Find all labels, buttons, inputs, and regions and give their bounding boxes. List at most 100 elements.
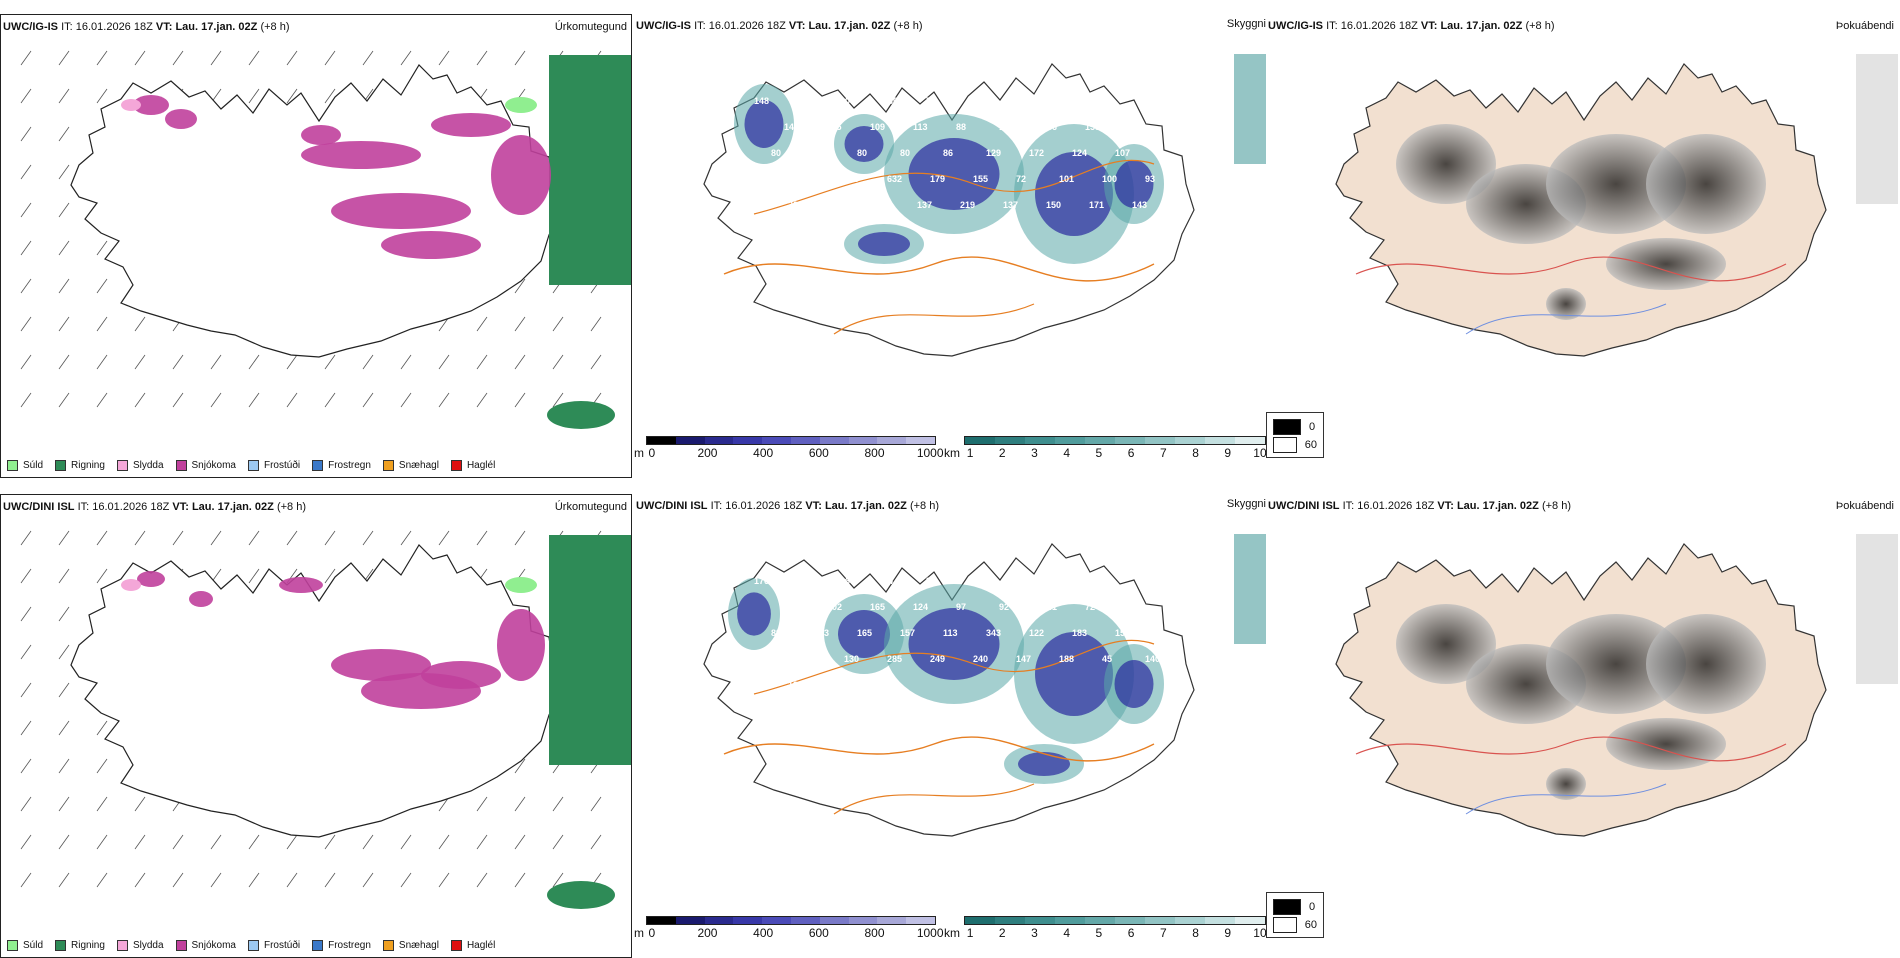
legend-swatch bbox=[116, 460, 128, 471]
colorbar-tick: 8 bbox=[1192, 926, 1199, 940]
wind-barb bbox=[248, 834, 260, 850]
wind-barb bbox=[96, 796, 108, 812]
legend-swatch bbox=[382, 940, 394, 951]
wind-barb bbox=[400, 834, 412, 850]
wind-barb bbox=[248, 88, 260, 104]
wind-barb bbox=[20, 530, 32, 546]
wind-barb bbox=[20, 164, 32, 180]
height-colorbar-bottom: m 0 200 400 600 800 1000 bbox=[634, 916, 944, 940]
wind-barb bbox=[286, 392, 298, 408]
legend-item: Slydda bbox=[116, 460, 164, 471]
colorbar-bin bbox=[877, 437, 907, 444]
height-label: 137 bbox=[917, 200, 932, 210]
wind-barb bbox=[58, 88, 70, 104]
legend-swatch bbox=[55, 940, 67, 951]
wind-barb bbox=[590, 354, 602, 370]
height-label: 123 bbox=[1141, 96, 1156, 106]
legend-label: Frostregn bbox=[328, 940, 371, 951]
wind-barb bbox=[514, 834, 526, 850]
wind-barb bbox=[286, 50, 298, 66]
legend-item: Snæhagl bbox=[382, 940, 439, 951]
colorbar-tick: 6 bbox=[1127, 926, 1135, 940]
height-label: 171 bbox=[1089, 200, 1104, 210]
legend-label: Rigning bbox=[71, 460, 105, 471]
legend-item: Snjókoma bbox=[175, 940, 236, 951]
colorbar-tick: 4 bbox=[1063, 926, 1071, 940]
wind-barb bbox=[96, 354, 108, 370]
wind-barb bbox=[286, 834, 298, 850]
wind-barb bbox=[514, 278, 526, 294]
wind-barb bbox=[324, 568, 336, 584]
legend-item: Frostregn bbox=[312, 940, 371, 951]
height-label: 150 bbox=[844, 174, 859, 184]
wind-barb bbox=[286, 872, 298, 888]
height-label: 632 bbox=[887, 174, 902, 184]
legend-swatch bbox=[312, 940, 324, 951]
wind-barb bbox=[476, 530, 488, 546]
colorbar-tick: 7 bbox=[1159, 926, 1167, 940]
wind-barb bbox=[134, 316, 146, 332]
wind-barb bbox=[58, 354, 70, 370]
height-label: 89 bbox=[771, 628, 781, 638]
wind-barb bbox=[438, 872, 450, 888]
colorbar-bin bbox=[965, 437, 995, 444]
height-label: 80 bbox=[857, 148, 867, 158]
panel-title: UWC/IG-IS IT: 16.01.2026 18Z VT: Lau. 17… bbox=[636, 20, 923, 32]
legend-swatch bbox=[175, 940, 187, 951]
precip-type-panel-bottom: UWC/DINI ISL IT: 16.01.2026 18Z VT: Lau.… bbox=[0, 494, 632, 958]
wind-barb bbox=[172, 530, 184, 546]
wind-barb bbox=[324, 530, 336, 546]
visibility-map: 148 129 107 130 77 85 106 86 85 123 149 115 109 113 88… bbox=[703, 54, 1266, 357]
wind-barb bbox=[172, 392, 184, 408]
wind-barb bbox=[134, 530, 146, 546]
height-label: 130 bbox=[844, 654, 859, 664]
height-label: 169 bbox=[1141, 576, 1156, 586]
wind-barb bbox=[172, 872, 184, 888]
colorbar-bin bbox=[1235, 437, 1265, 444]
colorbar-bin bbox=[647, 917, 676, 924]
legend-label: Snjókoma bbox=[191, 460, 236, 471]
height-label: 720 bbox=[758, 654, 773, 664]
colorbar-bin bbox=[1025, 917, 1055, 924]
wind-barb bbox=[20, 606, 32, 622]
colorbar-bin bbox=[848, 917, 878, 924]
height-label: 188 bbox=[1059, 654, 1074, 664]
legend-label: Frostúði bbox=[263, 460, 301, 471]
height-label: 150 bbox=[1046, 200, 1061, 210]
colorbar-strip bbox=[646, 436, 936, 445]
colorbar-bin bbox=[1055, 917, 1085, 924]
colorbar-tick: 200 bbox=[697, 926, 718, 940]
height-label: 93 bbox=[1145, 174, 1155, 184]
visibility-map: 176 96 165 84 92 58 86 100 119 169 131 102 165 124 97 9… bbox=[703, 534, 1266, 837]
colorbar-tick: 10 bbox=[1253, 926, 1267, 940]
wind-barb bbox=[96, 240, 108, 256]
cloud-key-label: 60 bbox=[1304, 919, 1317, 931]
height-label: 96 bbox=[797, 576, 807, 586]
legend-label: Súld bbox=[23, 940, 44, 951]
wind-barb bbox=[400, 354, 412, 370]
wind-barb bbox=[552, 354, 564, 370]
wind-barb bbox=[20, 682, 32, 698]
height-label: 219 bbox=[960, 200, 975, 210]
wind-barb bbox=[96, 834, 108, 850]
precip-type-panel-top: UWC/IG-IS IT: 16.01.2026 18Z VT: Lau. 17… bbox=[0, 14, 632, 478]
legend-label: Snjókoma bbox=[191, 940, 236, 951]
wind-barb bbox=[476, 796, 488, 812]
height-label: 168 bbox=[801, 174, 816, 184]
height-label: 149 bbox=[784, 122, 799, 132]
height-label: 249 bbox=[930, 654, 945, 664]
height-label: 113 bbox=[913, 122, 928, 132]
wind-barb bbox=[514, 354, 526, 370]
height-label: 100 bbox=[1102, 174, 1117, 184]
precip-legend: Súld Rigning Slydda Snjókoma Frostúði Frostre… bbox=[7, 460, 495, 471]
height-label: 343 bbox=[986, 628, 1001, 638]
wind-barb bbox=[58, 644, 70, 660]
wind-barb bbox=[58, 392, 70, 408]
colorbar-bin bbox=[1085, 437, 1115, 444]
colorbar-bin bbox=[675, 437, 705, 444]
legend-item: Slydda bbox=[116, 940, 164, 951]
precip-type-map bbox=[20, 50, 631, 429]
cloud-key-label: 60 bbox=[1304, 439, 1317, 451]
height-label: 131 bbox=[784, 602, 799, 612]
wind-barb bbox=[438, 354, 450, 370]
